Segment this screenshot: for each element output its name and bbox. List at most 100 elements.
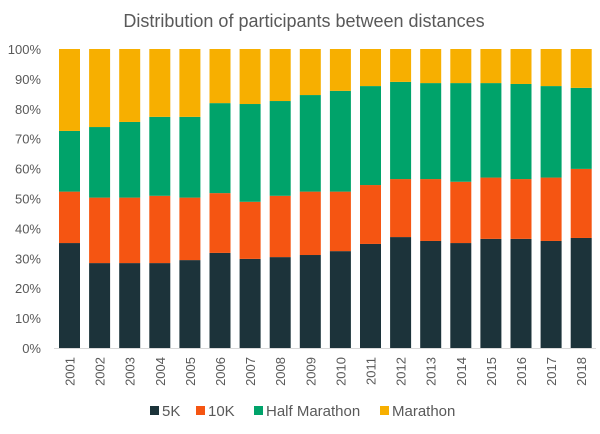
y-tick-label: 80% <box>15 102 41 117</box>
legend-swatch <box>196 406 205 415</box>
bar-half-marathon-2005 <box>179 116 201 198</box>
x-tick-label: 2006 <box>213 357 228 386</box>
bar-half-marathon-2001 <box>59 130 80 192</box>
bar-marathon-2012 <box>390 49 412 82</box>
y-tick-label: 20% <box>15 281 41 296</box>
y-tick-label: 60% <box>15 162 41 177</box>
bar-10k-2002 <box>89 197 111 264</box>
bar-5k-2012 <box>390 237 412 348</box>
bar-5k-2004 <box>149 263 171 348</box>
bar-5k-2013 <box>420 240 442 348</box>
bar-10k-2013 <box>420 179 442 241</box>
bar-5k-2008 <box>269 257 291 348</box>
x-tick-label: 2014 <box>454 357 469 386</box>
bar-half-marathon-2006 <box>209 103 231 194</box>
bar-10k-2014 <box>450 181 472 244</box>
bar-10k-2003 <box>119 197 141 264</box>
bar-marathon-2002 <box>89 49 111 128</box>
bar-half-marathon-2011 <box>360 86 381 186</box>
bar-10k-2005 <box>179 197 201 261</box>
bar-5k-2018 <box>570 237 592 348</box>
y-tick-label: 40% <box>15 221 41 236</box>
y-tick-label: 30% <box>15 251 41 266</box>
bar-10k-2010 <box>329 191 351 252</box>
bar-marathon-2008 <box>269 49 291 102</box>
y-tick-label: 50% <box>15 192 41 207</box>
bar-10k-2001 <box>59 191 80 244</box>
x-tick-label: 2017 <box>544 357 559 386</box>
bar-10k-2018 <box>570 168 592 238</box>
bar-marathon-2003 <box>119 49 141 122</box>
y-tick-label: 10% <box>15 311 41 326</box>
x-tick-label: 2010 <box>333 357 348 386</box>
bar-marathon-2004 <box>149 49 171 117</box>
chart-title: Distribution of participants between dis… <box>123 11 484 31</box>
x-tick-label: 2008 <box>273 357 288 386</box>
legend-swatch <box>380 406 389 415</box>
bar-half-marathon-2014 <box>450 83 472 182</box>
bar-marathon-2006 <box>209 49 231 104</box>
legend-label: Half Marathon <box>266 403 360 420</box>
x-tick-label: 2004 <box>153 357 168 386</box>
x-axis: 2001 2002 2003 2004 2005 2006 2007 2008 2009 2010… <box>63 357 590 386</box>
bar-5k-2015 <box>480 238 502 348</box>
bar-half-marathon-2007 <box>239 104 261 202</box>
x-tick-label: 2005 <box>183 357 198 386</box>
bar-5k-2007 <box>239 258 261 348</box>
bar-marathon-2016 <box>510 49 532 84</box>
y-tick-label: 0% <box>22 341 41 356</box>
x-tick-label: 2011 <box>364 357 379 385</box>
bar-10k-2011 <box>360 185 381 244</box>
bar-5k-2002 <box>89 263 111 348</box>
bar-5k-2005 <box>179 260 201 348</box>
bar-10k-2015 <box>480 177 502 239</box>
bar-marathon-2007 <box>239 49 261 105</box>
bar-10k-2012 <box>390 179 412 238</box>
y-tick-label: 90% <box>15 72 41 87</box>
bar-10k-2016 <box>510 179 532 239</box>
bar-5k-2009 <box>299 255 321 348</box>
legend-swatch <box>150 406 159 415</box>
bar-5k-2003 <box>119 263 141 348</box>
x-tick-label: 2013 <box>424 357 439 386</box>
bar-5k-2011 <box>360 243 381 348</box>
bar-10k-2008 <box>269 195 291 258</box>
bar-5k-2017 <box>540 240 562 348</box>
x-tick-label: 2015 <box>484 357 499 386</box>
bar-10k-2009 <box>299 191 321 256</box>
bar-5k-2006 <box>209 252 231 348</box>
legend-label: 5K <box>162 403 180 420</box>
x-tick-label: 2016 <box>514 357 529 386</box>
bar-5k-2001 <box>59 243 80 348</box>
bar-10k-2007 <box>239 201 261 259</box>
x-tick-label: 2009 <box>303 357 318 386</box>
bar-half-marathon-2002 <box>89 127 111 198</box>
x-tick-label: 2002 <box>93 357 108 386</box>
bar-marathon-2011 <box>360 49 381 87</box>
legend: 5K 10K Half Marathon Marathon <box>150 403 455 420</box>
legend-label: Marathon <box>392 403 455 420</box>
bar-marathon-2018 <box>570 49 592 88</box>
bar-marathon-2013 <box>420 49 442 84</box>
bar-marathon-2009 <box>299 49 321 96</box>
y-tick-label: 70% <box>15 132 41 147</box>
bar-half-marathon-2009 <box>299 95 321 192</box>
bar-half-marathon-2004 <box>149 116 171 196</box>
bar-half-marathon-2010 <box>329 90 351 192</box>
bar-half-marathon-2017 <box>540 86 562 178</box>
bar-10k-2017 <box>540 177 562 241</box>
bar-5k-2010 <box>329 251 351 348</box>
bar-marathon-2010 <box>329 49 351 91</box>
bar-marathon-2014 <box>450 49 472 84</box>
bars <box>59 49 592 348</box>
x-tick-label: 2001 <box>63 357 78 386</box>
bar-half-marathon-2012 <box>390 81 412 180</box>
x-tick-label: 2018 <box>574 357 589 386</box>
bar-half-marathon-2008 <box>269 101 291 196</box>
bar-5k-2016 <box>510 238 532 348</box>
bar-10k-2004 <box>149 195 171 264</box>
x-tick-label: 2012 <box>394 357 409 386</box>
bar-half-marathon-2018 <box>570 87 592 169</box>
bar-marathon-2017 <box>540 49 562 87</box>
